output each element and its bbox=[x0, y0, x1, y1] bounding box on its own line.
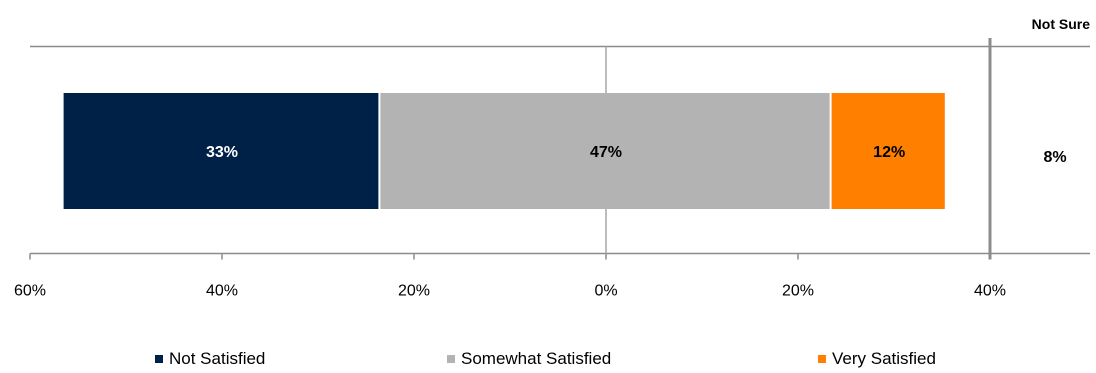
bar-label-group: 33% 47% 12% bbox=[206, 144, 905, 161]
legend-label-very-satisfied: Very Satisfied bbox=[832, 349, 936, 368]
legend-swatch-somewhat-satisfied bbox=[447, 355, 455, 363]
bar-somewhat-satisfied bbox=[380, 93, 830, 209]
bar-group bbox=[63, 93, 945, 209]
x-tick-label: 20% bbox=[782, 283, 814, 300]
legend-swatch-very-satisfied bbox=[818, 355, 826, 363]
legend: Not Satisfied Somewhat Satisfied Very Sati… bbox=[155, 349, 936, 368]
x-tick-label: 20% bbox=[398, 283, 430, 300]
not-sure-header: Not Sure bbox=[1032, 16, 1091, 32]
x-tick-label: 60% bbox=[14, 283, 46, 300]
bar-label-somewhat-satisfied: 47% bbox=[590, 144, 622, 161]
bar-label-very-satisfied: 12% bbox=[873, 144, 905, 161]
x-axis: 60% 40% 20% 0% 20% 40% bbox=[14, 253, 1006, 300]
x-tick-label: 40% bbox=[206, 283, 238, 300]
x-tick-label: 0% bbox=[594, 283, 617, 300]
bar-label-not-satisfied: 33% bbox=[206, 144, 238, 161]
x-tick-label: 40% bbox=[974, 283, 1006, 300]
legend-label-somewhat-satisfied: Somewhat Satisfied bbox=[461, 349, 611, 368]
legend-label-not-satisfied: Not Satisfied bbox=[169, 349, 265, 368]
plot-frame bbox=[30, 38, 1090, 260]
bar-very-satisfied bbox=[831, 93, 945, 209]
bar-not-satisfied bbox=[63, 93, 379, 209]
not-sure-value: 8% bbox=[1043, 149, 1066, 166]
legend-swatch-not-satisfied bbox=[155, 355, 163, 363]
